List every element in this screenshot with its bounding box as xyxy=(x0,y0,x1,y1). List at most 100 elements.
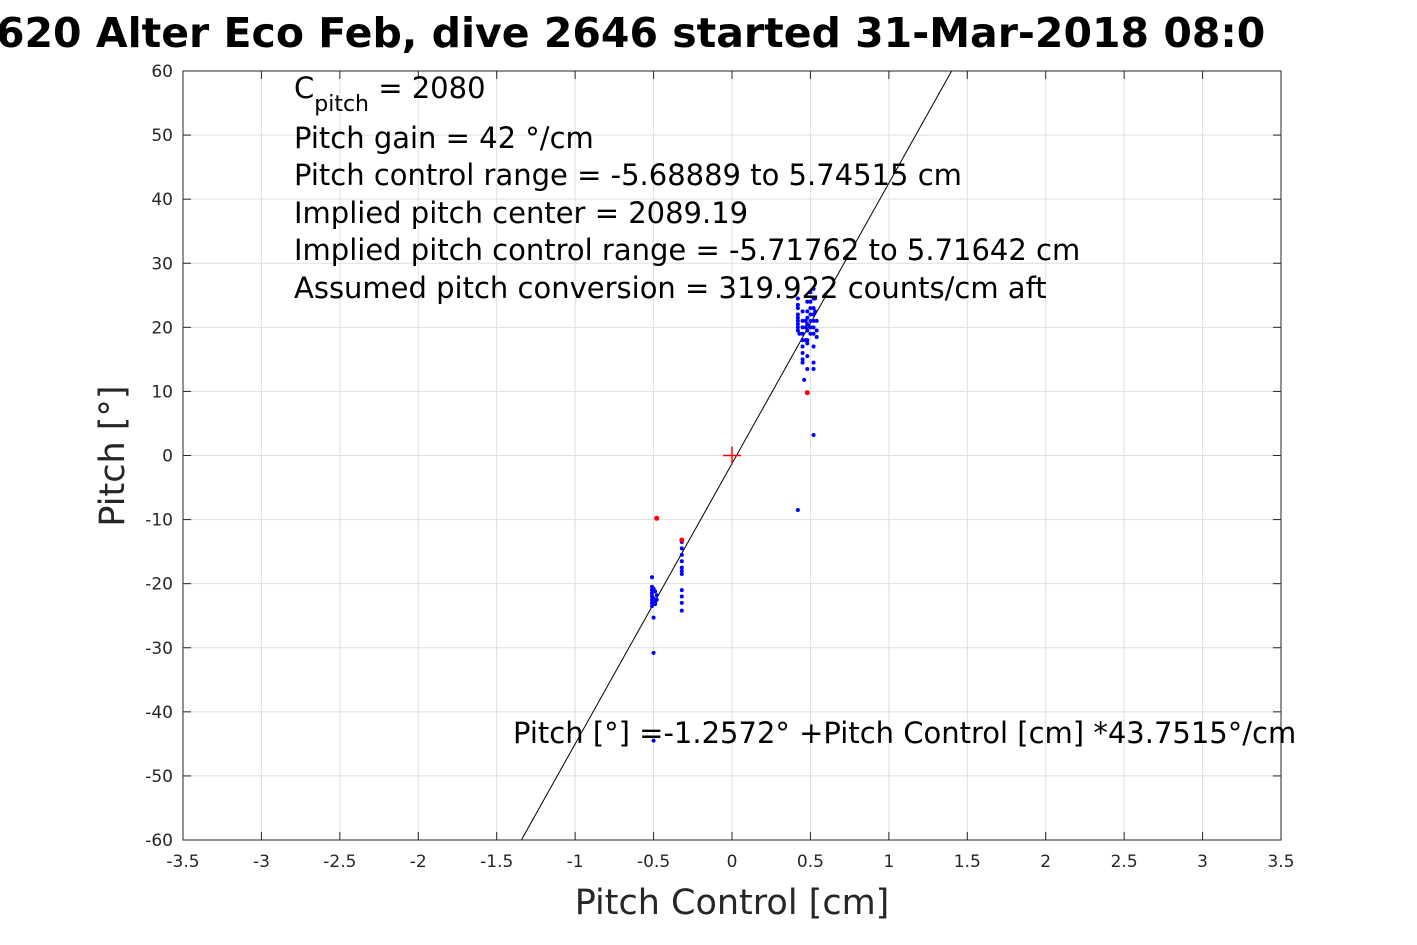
data-point-blue xyxy=(805,366,810,371)
data-point-blue xyxy=(811,344,816,349)
data-point-blue xyxy=(800,344,805,349)
data-point-blue xyxy=(808,331,813,336)
data-point-blue xyxy=(653,602,658,607)
x-tick-label: -2.5 xyxy=(323,852,356,872)
data-point-blue xyxy=(650,604,655,609)
x-tick-labels: -3.5 -3 -2.5 -2 -1.5 -1 -0.5 0 0.5 1 1.5 2 2.5 3 3.5 xyxy=(166,852,1294,872)
data-point-blue xyxy=(811,286,816,291)
data-point-blue xyxy=(795,315,800,320)
annotation-c-pitch: Cpitch = 2080 xyxy=(294,71,486,117)
annotation-implied-pitch-center: Implied pitch center = 2089.19 xyxy=(294,196,748,230)
y-tick-label: 10 xyxy=(151,382,173,402)
data-point-blue xyxy=(653,589,658,594)
y-tick-labels: 60 50 40 30 20 10 0 -10 -20 -30 -40 -50 -60 xyxy=(145,62,173,851)
y-tick-label: 20 xyxy=(151,318,173,338)
x-tick-label: 0.5 xyxy=(797,852,824,872)
data-point-blue xyxy=(650,575,655,580)
x-tick-label: 3 xyxy=(1197,852,1208,872)
annotation-block: Cpitch = 2080 Pitch gain = 42 °/cm Pitch… xyxy=(294,71,1080,305)
data-point-blue xyxy=(805,354,810,359)
y-tick-label: 40 xyxy=(151,190,173,210)
y-tick-label: 50 xyxy=(151,126,173,146)
data-point-blue xyxy=(795,328,800,333)
data-point-blue xyxy=(795,302,800,307)
x-tick-label: -1.5 xyxy=(480,852,513,872)
data-point-blue xyxy=(651,615,656,620)
marker-layer xyxy=(723,446,741,465)
data-point-red xyxy=(654,515,660,521)
data-point-blue xyxy=(805,338,810,343)
x-axis-label: Pitch Control [cm] xyxy=(575,883,890,923)
data-point-red xyxy=(804,390,810,396)
data-point-blue xyxy=(811,312,816,317)
data-point-blue xyxy=(679,552,684,557)
annotation-implied-pitch-control-range: Implied pitch control range = -5.71762 t… xyxy=(294,233,1080,267)
x-tick-label: 0 xyxy=(727,852,738,872)
data-point-blue xyxy=(651,650,656,655)
data-point-blue xyxy=(795,312,800,317)
data-point-blue xyxy=(800,350,805,355)
data-point-blue xyxy=(797,331,802,336)
x-tick-label: 1 xyxy=(883,852,894,872)
data-point-blue xyxy=(654,597,659,602)
data-point-blue xyxy=(800,357,805,362)
data-point-blue xyxy=(800,338,805,343)
fit-equation-label: Pitch [°] =-1.2572° +Pitch Control [cm] … xyxy=(513,716,1296,750)
annotation-c-pitch-subscript: pitch xyxy=(314,92,369,117)
data-point-blue xyxy=(800,331,805,336)
y-tick-label: -10 xyxy=(145,511,173,531)
x-tick-label: -3.5 xyxy=(166,852,199,872)
y-tick-label: -60 xyxy=(145,831,173,851)
y-tick-label: 0 xyxy=(162,447,173,467)
data-point-blue xyxy=(808,290,813,295)
data-point-blue xyxy=(795,296,800,301)
data-point-blue xyxy=(805,322,810,327)
data-point-blue xyxy=(679,546,684,551)
data-point-blue xyxy=(800,318,805,323)
annotation-pitch-control-range: Pitch control range = -5.68889 to 5.7451… xyxy=(294,158,962,192)
x-tick-label: 2 xyxy=(1040,852,1051,872)
data-point-blue xyxy=(811,360,816,365)
data-point-blue xyxy=(813,296,818,301)
data-point-blue xyxy=(811,331,816,336)
data-point-blue xyxy=(805,299,810,304)
data-point-blue xyxy=(679,594,684,599)
x-tick-label: -3 xyxy=(253,852,270,872)
data-point-blue xyxy=(814,328,819,333)
x-tick-label: 1.5 xyxy=(954,852,981,872)
annotation-assumed-pitch-conversion: Assumed pitch conversion = 319.922 count… xyxy=(294,271,1047,305)
y-tick-label: 60 xyxy=(151,62,173,82)
data-point-blue xyxy=(651,596,656,601)
data-point-blue xyxy=(813,309,818,314)
data-point-blue xyxy=(808,325,813,330)
data-point-blue xyxy=(795,306,800,311)
data-point-blue xyxy=(679,588,684,593)
tick-layer xyxy=(182,70,1282,841)
data-point-blue xyxy=(805,328,810,333)
x-tick-label: 3.5 xyxy=(1267,852,1294,872)
data-point-blue xyxy=(803,318,808,323)
chart-title: 620 Alter Eco Feb, dive 2646 started 31-… xyxy=(0,9,1265,57)
data-point-blue xyxy=(795,325,800,330)
x-tick-label: -0.5 xyxy=(637,852,670,872)
data-point-blue xyxy=(795,318,800,323)
data-point-blue xyxy=(811,318,816,323)
data-point-blue xyxy=(802,377,807,382)
data-point-blue xyxy=(805,341,810,346)
data-point-blue xyxy=(811,325,816,330)
data-point-blue xyxy=(808,312,813,317)
data-point-blue xyxy=(650,600,655,605)
data-point-blue xyxy=(679,565,684,570)
data-point-blue xyxy=(795,507,800,512)
data-point-blue xyxy=(800,325,805,330)
data-point-red xyxy=(679,537,685,543)
y-tick-label: -20 xyxy=(145,575,173,595)
data-point-blue xyxy=(650,591,655,596)
data-point-blue xyxy=(814,334,819,339)
x-tick-label: -1 xyxy=(567,852,584,872)
data-point-blue xyxy=(811,366,816,371)
y-axis-label: Pitch [°] xyxy=(93,385,133,526)
data-point-blue xyxy=(800,309,805,314)
annotation-c-pitch-base: C xyxy=(294,71,314,105)
